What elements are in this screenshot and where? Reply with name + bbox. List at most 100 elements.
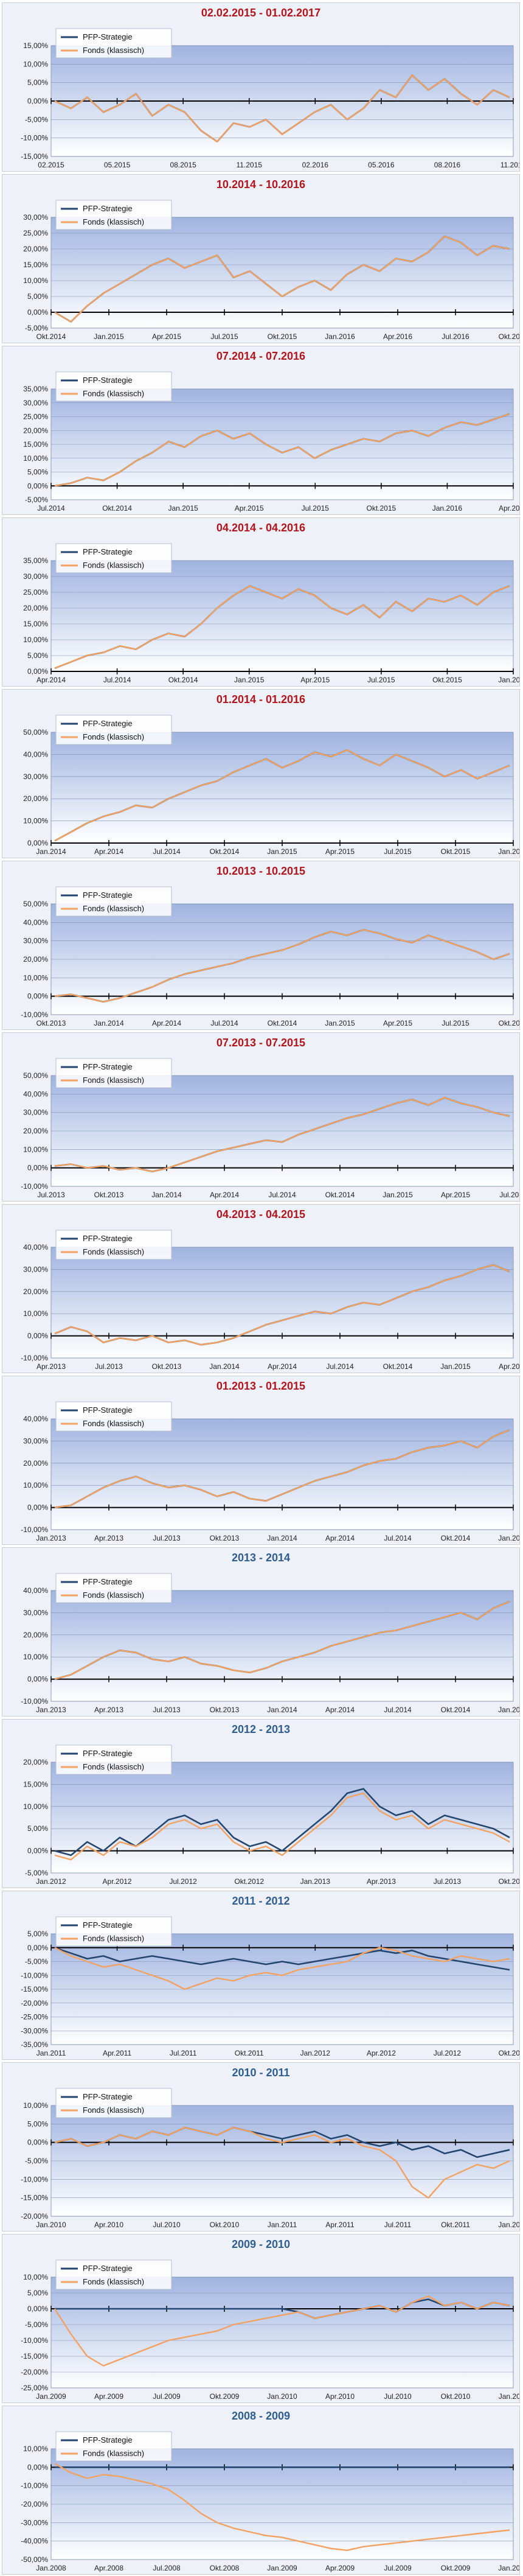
y-tick-label: -10,00% xyxy=(21,1525,48,1534)
x-tick-label: Apr.2011 xyxy=(103,2049,131,2057)
y-tick-label: 15,00% xyxy=(23,620,48,628)
y-tick-label: -20,00% xyxy=(21,2212,48,2221)
x-tick-label: Okt.2010 xyxy=(441,2392,471,2401)
legend-label: Fonds (klassisch) xyxy=(83,904,144,913)
strategy-series-line xyxy=(54,1788,510,1857)
x-tick-label: Jan.2016 xyxy=(325,332,355,341)
x-tick-label: Jan.2014 xyxy=(94,1019,124,1027)
y-tick-label: 0,00% xyxy=(27,481,48,490)
y-tick-label: -10,00% xyxy=(21,1697,48,1706)
chart-title: 07.2013 - 07.2015 xyxy=(216,1037,306,1049)
legend: PFP-Strategie Fonds (klassisch) xyxy=(55,886,172,917)
x-tick-label: Jan.2015 xyxy=(234,676,265,684)
plot-area xyxy=(50,560,514,672)
legend: PFP-Strategie Fonds (klassisch) xyxy=(55,371,172,402)
x-tick-label: Jan.2008 xyxy=(36,2564,66,2572)
x-tick-label: Jan.2014 xyxy=(36,847,66,856)
x-tick-label: Jan.2011 xyxy=(499,2392,519,2401)
legend-label: Fonds (klassisch) xyxy=(83,732,144,741)
chart-title: 04.2013 - 04.2015 xyxy=(216,1208,306,1220)
fund-series-line xyxy=(54,749,510,842)
legend: PFP-Strategie Fonds (klassisch) xyxy=(55,1401,172,1432)
y-tick-label: -15,00% xyxy=(21,1985,48,1993)
plot-area xyxy=(50,1418,514,1530)
x-tick-label: 02.2015 xyxy=(38,161,64,169)
x-tick-label: Okt.2008 xyxy=(210,2564,240,2572)
x-tick-label: Okt.2014 xyxy=(325,1191,355,1199)
line-chart: -20,00% -15,00% -10,00% -5,00% 0,00% 5,00% 10,… xyxy=(21,2088,519,2229)
legend-label: Fonds (klassisch) xyxy=(83,217,144,226)
y-tick-label: 10,00% xyxy=(23,2273,48,2281)
y-tick-label: 30,00% xyxy=(23,772,48,781)
x-tick-label: Jan.2013 xyxy=(36,1706,66,1714)
legend-label: Fonds (klassisch) xyxy=(83,389,144,398)
y-tick-label: 25,00% xyxy=(23,588,48,597)
y-tick-label: 10,00% xyxy=(23,454,48,463)
y-tick-label: 0,00% xyxy=(27,1503,48,1512)
chart-title: 02.02.2015 - 01.02.2017 xyxy=(201,7,321,19)
x-tick-label: Jul.2014 xyxy=(326,1362,354,1371)
x-tick-label: Okt.2013 xyxy=(499,1877,519,1886)
x-tick-label: Jan.2015 xyxy=(267,847,297,856)
x-tick-label: Jan.2012 xyxy=(36,1877,66,1886)
y-tick-label: 0,00% xyxy=(27,1675,48,1684)
legend-box xyxy=(55,200,172,230)
y-tick-label: 0,00% xyxy=(27,308,48,317)
line-chart: -10,00% 0,00% 10,00% 20,00% 30,00% 40,00% Jan.… xyxy=(21,1573,519,1714)
y-tick-label: 5,00% xyxy=(27,292,48,301)
y-tick-label: 10,00% xyxy=(23,2101,48,2110)
legend: PFP-Strategie Fonds (klassisch) xyxy=(55,1230,172,1260)
legend: PFP-Strategie Fonds (klassisch) xyxy=(55,1745,172,1775)
y-tick-label: 5,00% xyxy=(27,468,48,477)
y-tick-label: 0,00% xyxy=(27,2305,48,2313)
legend-box xyxy=(55,886,172,917)
x-tick-label: Apr.2016 xyxy=(499,504,519,513)
y-tick-label: -10,00% xyxy=(21,2336,48,2345)
x-tick-label: Okt.2016 xyxy=(499,332,519,341)
y-tick-label: 10,00% xyxy=(23,60,48,68)
x-tick-label: Okt.2015 xyxy=(432,676,462,684)
fund-series-line xyxy=(54,74,510,142)
x-tick-label: Jan.2015 xyxy=(168,504,198,513)
y-tick-label: 15,00% xyxy=(23,1780,48,1788)
legend-label: PFP-Strategie xyxy=(83,376,133,385)
y-tick-label: -5,00% xyxy=(25,495,48,504)
x-tick-label: Jul.2014 xyxy=(37,504,65,513)
y-tick-label: -5,00% xyxy=(25,324,48,332)
x-tick-label: Jan.2014 xyxy=(209,1362,240,1371)
line-chart: -10,00% 0,00% 10,00% 20,00% 30,00% 40,00% Apr.… xyxy=(21,1230,519,1371)
y-tick-label: 15,00% xyxy=(23,440,48,449)
chart-panel: 01.2014 - 01.2016 0,00% 10,00% 20,00% 30,00%… xyxy=(2,689,520,858)
x-tick-label: Jul.2015 xyxy=(302,504,330,513)
y-tick-label: 0,00% xyxy=(27,2463,48,2471)
y-tick-label: 25,00% xyxy=(23,229,48,237)
x-tick-label: Apr.2014 xyxy=(210,1191,239,1199)
x-tick-label: 11.2015 xyxy=(236,161,262,169)
x-tick-label: Jan.2013 xyxy=(300,1877,331,1886)
y-tick-label: -5,00% xyxy=(25,115,48,124)
x-tick-label: Jul.2015 xyxy=(442,1019,469,1027)
line-chart: 0,00% 10,00% 20,00% 30,00% 40,00% 50,00% Jan.2… xyxy=(23,715,519,856)
legend-label: PFP-Strategie xyxy=(83,719,133,728)
y-tick-label: -5,00% xyxy=(25,2157,48,2165)
x-tick-label: Apr.2013 xyxy=(94,1706,123,1714)
x-tick-label: Jul.2014 xyxy=(268,1191,296,1199)
x-tick-label: Jul.2014 xyxy=(103,676,131,684)
legend-label: Fonds (klassisch) xyxy=(83,1419,144,1428)
legend-label: PFP-Strategie xyxy=(83,2264,133,2273)
x-tick-label: Jan.2011 xyxy=(268,2221,297,2229)
legend: PFP-Strategie Fonds (klassisch) xyxy=(55,1916,172,1947)
x-tick-label: Jan.2011 xyxy=(36,2049,66,2057)
chart-panel: 2011 - 2012 -35,00% -30,00% -25,00% -20,00% -… xyxy=(2,1891,520,2060)
x-tick-label: Jul.2009 xyxy=(153,2392,181,2401)
y-tick-label: 0,00% xyxy=(27,839,48,847)
y-tick-label: 20,00% xyxy=(23,794,48,803)
y-tick-label: -20,00% xyxy=(21,1999,48,2007)
x-tick-label: Jul.2011 xyxy=(170,2049,197,2057)
fund-series-line xyxy=(54,1792,510,1861)
y-tick-label: 40,00% xyxy=(23,1415,48,1423)
x-tick-label: Okt.2013 xyxy=(210,1534,240,1542)
y-tick-label: 15,00% xyxy=(23,261,48,269)
y-tick-label: 0,00% xyxy=(27,97,48,105)
x-tick-label: Okt.2015 xyxy=(367,504,397,513)
